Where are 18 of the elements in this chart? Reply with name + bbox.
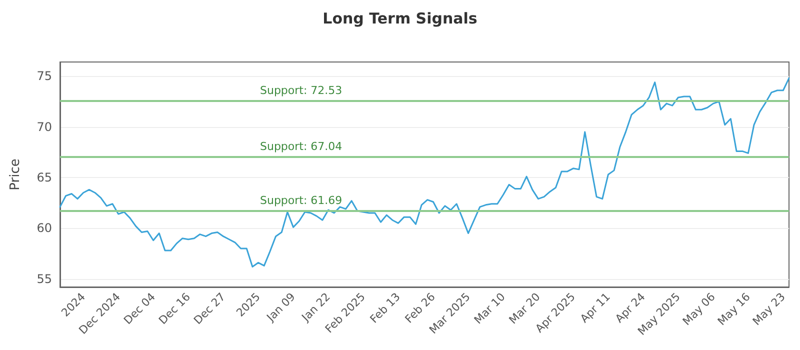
x-tick-label: Jan 09 bbox=[264, 290, 298, 325]
chart-title: Long Term Signals bbox=[322, 10, 478, 28]
y-tick-label: 65 bbox=[36, 170, 52, 185]
y-axis-title: Price bbox=[8, 158, 23, 190]
y-tick-label: 60 bbox=[36, 221, 52, 236]
y-tick-label: 70 bbox=[36, 120, 52, 134]
ref-line-label: Support: 72.53 bbox=[260, 84, 342, 98]
x-tick-label: Dec 16 bbox=[156, 290, 193, 327]
ref-line-label: Support: 61.69 bbox=[260, 194, 342, 208]
x-tick-label: Dec 27 bbox=[191, 290, 228, 327]
y-tick-label: 55 bbox=[36, 272, 52, 286]
x-tick-label: Apr 11 bbox=[578, 290, 613, 326]
y-tick-label: 75 bbox=[36, 69, 52, 84]
line-series bbox=[59, 77, 790, 268]
x-tick-label: Mar 10 bbox=[472, 290, 508, 327]
x-tick-label: Feb 13 bbox=[368, 290, 403, 326]
ref-line-label: Support: 67.04 bbox=[260, 140, 342, 153]
x-tick-label: Dec 04 bbox=[121, 290, 158, 327]
